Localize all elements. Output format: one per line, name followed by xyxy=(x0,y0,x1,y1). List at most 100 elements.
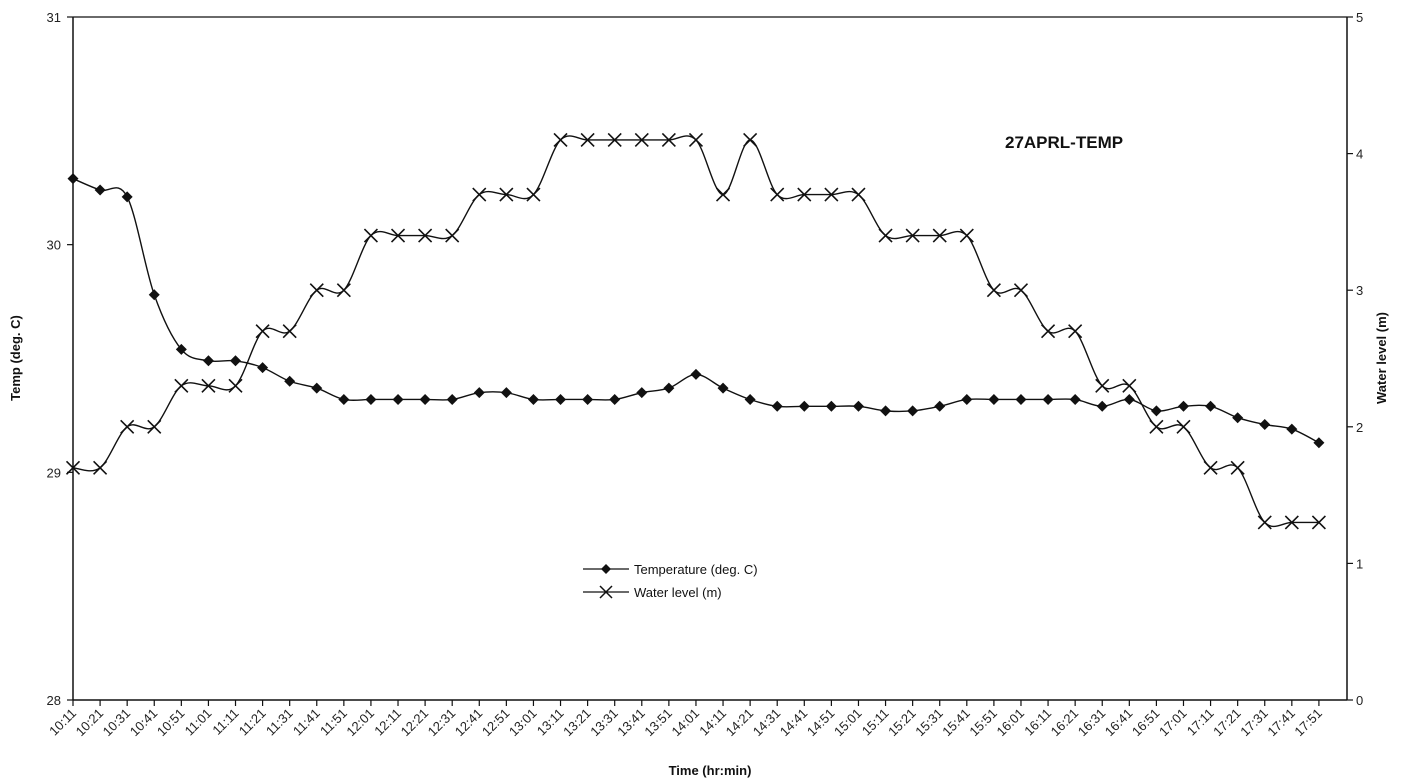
water-level-point xyxy=(986,283,1001,298)
temperature-point xyxy=(555,393,567,405)
water-level-point xyxy=(1311,515,1326,530)
water-level-point xyxy=(499,187,514,202)
temperature-point xyxy=(202,355,214,367)
water-level-point xyxy=(634,132,649,148)
x-tick-label: 15:21 xyxy=(885,706,919,740)
x-tick-label: 17:11 xyxy=(1184,706,1217,739)
right-y-tick-label: 3 xyxy=(1356,283,1363,298)
water-level-point xyxy=(1176,419,1191,434)
temperature-point xyxy=(1150,405,1162,417)
right-y-ticks: 0 1 2 3 4 5 xyxy=(1347,10,1363,708)
temperature-point xyxy=(771,400,783,412)
temperature-point xyxy=(94,184,106,196)
x-tick-label: 14:01 xyxy=(668,706,702,740)
temperature-point xyxy=(419,393,431,405)
temperature-point xyxy=(284,375,296,387)
left-y-tick-label: 30 xyxy=(47,238,61,253)
x-tick-label: 12:51 xyxy=(479,706,513,740)
temperature-point xyxy=(663,382,675,394)
temperature-point xyxy=(1069,393,1081,405)
temperature-point xyxy=(717,382,729,394)
x-tick-label: 11:11 xyxy=(209,706,241,738)
right-y-tick-label: 0 xyxy=(1356,693,1363,708)
x-tick-label: 10:41 xyxy=(127,706,161,740)
x-tick-label: 17:41 xyxy=(1264,706,1298,740)
water-level-point xyxy=(1013,283,1029,298)
x-tick-label: 14:11 xyxy=(696,706,729,739)
water-level-point xyxy=(472,187,487,202)
temperature-point xyxy=(311,382,323,394)
temperature-point xyxy=(230,355,242,367)
water-level-point xyxy=(1068,324,1083,339)
water-level-point xyxy=(93,460,108,475)
x-tick-label: 10:21 xyxy=(73,706,107,740)
water-level-point xyxy=(797,187,812,202)
water-level-point xyxy=(661,132,676,148)
x-tick-label: 16:51 xyxy=(1129,706,1163,740)
water-level-point xyxy=(120,419,135,434)
temperature-line xyxy=(72,177,1320,444)
x-tick-label: 15:11 xyxy=(859,706,892,739)
x-tick-label: 11:51 xyxy=(317,706,350,739)
temperature-point xyxy=(1015,393,1027,405)
legend-temperature-marker xyxy=(601,564,611,574)
left-y-tick-label: 28 xyxy=(47,693,61,708)
water-level-point xyxy=(878,228,893,243)
water-level-point xyxy=(418,228,433,243)
water-level-point xyxy=(363,228,379,243)
right-y-tick-label: 2 xyxy=(1356,420,1363,435)
temperature-point xyxy=(825,400,837,412)
water-level-point xyxy=(336,283,351,298)
right-y-tick-label: 5 xyxy=(1356,10,1363,25)
x-tick-label: 14:41 xyxy=(777,706,811,740)
right-y-axis-title: Water level (m) xyxy=(1374,312,1389,404)
water-level-point xyxy=(526,187,541,202)
temperature-point xyxy=(880,405,892,417)
right-y-tick-label: 4 xyxy=(1356,147,1363,162)
left-y-tick-label: 29 xyxy=(47,465,61,480)
temperature-point xyxy=(148,289,160,301)
temperature-point xyxy=(473,387,485,399)
water-level-point xyxy=(824,187,839,202)
water-level-point xyxy=(959,228,974,243)
left-y-tick-label: 31 xyxy=(47,10,61,25)
water-level-point xyxy=(1040,324,1056,339)
right-y-tick-label: 1 xyxy=(1356,556,1363,571)
x-tick-label: 12:41 xyxy=(452,706,486,740)
x-tick-label: 11:31 xyxy=(263,706,296,739)
x-tick-label: 12:11 xyxy=(371,706,404,739)
x-tick-label: 15:31 xyxy=(912,706,946,740)
temperature-point xyxy=(907,405,919,417)
left-y-axis-title: Temp (deg. C) xyxy=(8,315,23,401)
temperature-point xyxy=(527,393,539,405)
temperature-point xyxy=(1259,419,1271,431)
water-level-point xyxy=(228,378,243,393)
water-level-point xyxy=(201,378,216,393)
temperature-point xyxy=(1286,423,1298,435)
x-tick-label: 12:21 xyxy=(398,706,432,740)
plot-area xyxy=(72,16,1348,701)
x-tick-label: 14:31 xyxy=(750,706,784,740)
water-level-point xyxy=(1149,419,1164,434)
legend-water-marker xyxy=(599,585,613,599)
temperature-point xyxy=(744,393,756,405)
x-tick-label: 10:11 xyxy=(46,706,79,739)
x-tick-label: 12:01 xyxy=(343,706,377,740)
temperature-point xyxy=(609,393,621,405)
x-tick-label: 17:01 xyxy=(1156,706,1190,740)
legend-temperature-label: Temperature (deg. C) xyxy=(634,562,758,577)
temperature-point xyxy=(121,191,133,203)
temperature-point xyxy=(1232,412,1244,424)
x-tick-label: 13:31 xyxy=(587,706,621,740)
temperature-point xyxy=(392,393,404,405)
temperature-point xyxy=(67,173,79,185)
x-tick-label: 13:11 xyxy=(534,706,567,739)
water-level-point xyxy=(553,132,568,148)
x-tick-label: 13:01 xyxy=(506,706,540,740)
legend-water-label: Water level (m) xyxy=(634,585,722,600)
x-tick-label: 16:01 xyxy=(993,706,1027,740)
water-level-line xyxy=(72,135,1319,528)
temperature-point xyxy=(852,400,864,412)
x-tick-label: 12:31 xyxy=(425,706,459,740)
